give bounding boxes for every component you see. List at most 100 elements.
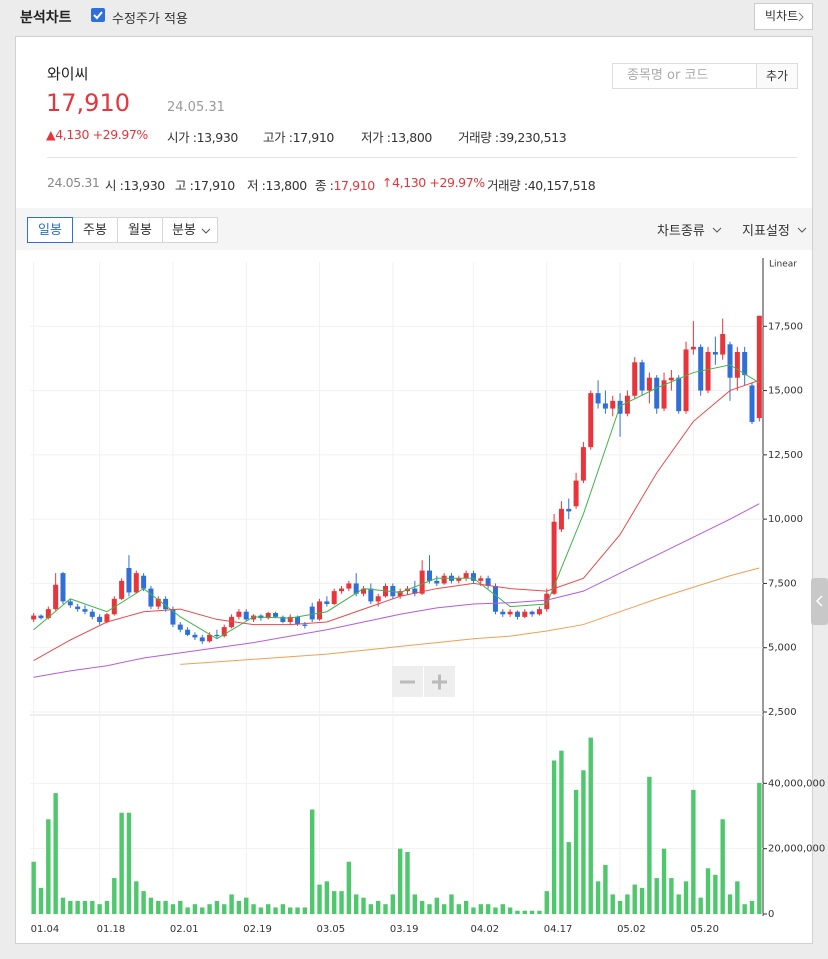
side-toggle[interactable] (811, 578, 828, 625)
candle-body (67, 601, 73, 606)
candle-body (331, 591, 337, 604)
candle-body (573, 480, 579, 507)
y-tick-label: 5,000 (768, 643, 797, 654)
tab[interactable]: 주봉 (72, 217, 118, 243)
add-button[interactable]: 추가 (756, 63, 798, 89)
stock-field: 시가 :13,930 (167, 127, 238, 146)
tab[interactable]: 분봉 (162, 217, 218, 243)
candle-body (419, 570, 425, 594)
y-tick-label: 2,500 (768, 707, 797, 718)
candle-body (280, 616, 286, 622)
volume-bar (522, 910, 527, 914)
x-tick-label: 03.05 (317, 924, 346, 935)
volume-bar (82, 900, 88, 914)
volume-bar (38, 887, 44, 914)
volume-bar (97, 904, 102, 914)
candle-body (544, 593, 550, 610)
volume-bar (573, 789, 579, 914)
menu[interactable]: 차트종류 (657, 220, 722, 239)
stock-date: 24.05.31 (167, 100, 225, 115)
volume-bar (493, 907, 498, 914)
field-value: 13,930 (196, 130, 239, 145)
volume-bar (331, 891, 337, 914)
candle-body (646, 377, 652, 391)
candle-body (514, 611, 520, 617)
candle-body (426, 570, 432, 581)
field-label: 고가 : (263, 130, 293, 145)
dropdown-icon (201, 228, 211, 234)
tab[interactable]: 일봉 (27, 217, 73, 243)
zoom-controls (392, 666, 455, 697)
volume-bar (258, 907, 264, 914)
candle-body (470, 573, 476, 581)
candle-body (551, 521, 557, 594)
volume-bar (302, 907, 308, 914)
volume-bar (251, 904, 256, 914)
field-value: 13,930 (123, 178, 166, 193)
volume-bar (31, 861, 36, 914)
volume-bar (126, 812, 132, 914)
volume-bar (60, 897, 66, 914)
candle-body (177, 624, 183, 630)
candle-body (97, 616, 103, 622)
y-tick-label: 40,000,000 (768, 778, 825, 789)
y-tick-label: 7,500 (768, 578, 797, 589)
zoom-icons (400, 674, 447, 690)
candle-body (119, 580, 125, 599)
quote-change: ↑4,130 +29.97% (382, 175, 485, 190)
volume-bar (419, 900, 425, 914)
candle-body (639, 362, 645, 391)
field-value: 39,230,513 (498, 130, 567, 145)
big-chart-label: 빅차트 (765, 9, 799, 23)
candle-body (705, 352, 711, 391)
candle-body (749, 385, 755, 422)
x-tick-label: 01.04 (31, 924, 60, 935)
volume-bar (581, 770, 586, 914)
volume-bar (529, 910, 535, 914)
quote-field: 종 :17,910 (315, 175, 375, 194)
candle-body (346, 583, 352, 589)
candle-body (155, 598, 161, 607)
volume-bar (735, 881, 740, 914)
candle-body (353, 583, 359, 594)
candle-body (478, 578, 484, 581)
volume-bar (507, 907, 513, 914)
stock-field: 거래량 :39,230,513 (458, 127, 567, 146)
candle-body (375, 596, 381, 602)
y-tick-label: 20,000,000 (768, 844, 825, 855)
volume-bar (485, 904, 491, 914)
candle-body (492, 586, 498, 612)
volume-bar (375, 900, 381, 914)
candle-body (75, 606, 81, 610)
volume-bar (104, 900, 110, 914)
volume-bar (148, 897, 154, 914)
candle-body (734, 352, 740, 378)
field-label: 저가 : (361, 130, 391, 145)
volume-bar (236, 900, 242, 914)
big-chart-button[interactable]: 빅차트 (754, 3, 813, 30)
x-tick-label: 02.01 (170, 924, 199, 935)
candle-body (317, 601, 323, 620)
volume-bar (390, 894, 396, 914)
volume-bar (515, 910, 520, 914)
x-tick-label: 03.19 (390, 924, 419, 935)
quote-volume: 거래량 :40,157,518 (487, 175, 596, 194)
candle-body (397, 591, 403, 597)
field-value: 17,910 (333, 178, 376, 193)
volume-bar (361, 897, 366, 914)
candle-body (236, 611, 242, 617)
volume-bar (53, 793, 58, 914)
candle-body (683, 349, 689, 412)
volume-bar (617, 900, 623, 914)
checkbox[interactable] (91, 8, 105, 22)
x-tick-label: 02.19 (243, 924, 272, 935)
field-label: 거래량 : (458, 130, 499, 145)
menu[interactable]: 지표설정 (742, 220, 807, 239)
volume-bar (214, 900, 220, 914)
tab[interactable]: 월봉 (117, 217, 163, 243)
volume-bar (383, 904, 388, 914)
quote-volume-value: 40,157,518 (527, 178, 596, 193)
stock-field: 고가 :17,910 (263, 127, 334, 146)
